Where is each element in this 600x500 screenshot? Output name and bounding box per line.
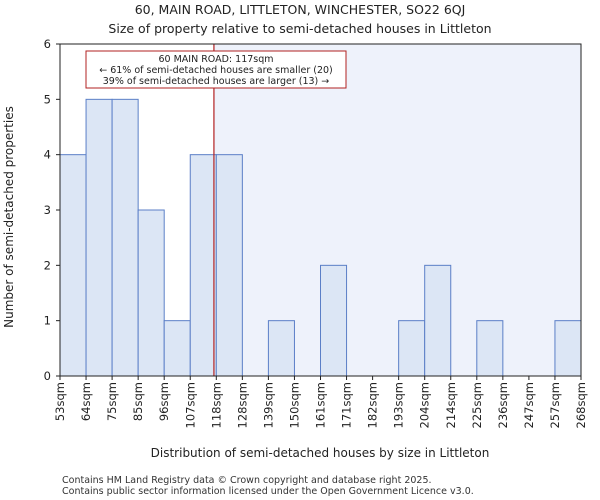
x-tick-label: 225sqm	[470, 382, 484, 428]
x-tick-label: 236sqm	[496, 382, 510, 428]
y-tick-label: 3	[44, 203, 51, 217]
y-axis-label: Number of semi-detached properties	[2, 106, 16, 328]
bar-257sqm	[554, 320, 582, 377]
x-tick-label: 75sqm	[105, 382, 119, 421]
x-tick-label: 107sqm	[183, 382, 197, 428]
bar-75sqm	[111, 98, 139, 377]
bar-225sqm	[476, 320, 504, 377]
x-tick-label: 64sqm	[79, 382, 93, 421]
y-tick-label: 5	[44, 92, 51, 106]
x-tick-label: 128sqm	[235, 382, 249, 428]
x-tick-label: 96sqm	[157, 382, 171, 421]
annotation-box	[85, 50, 347, 89]
annotation-line1: 60 MAIN ROAD: 117sqm	[158, 54, 273, 65]
x-tick-label: 268sqm	[574, 382, 588, 428]
y-tick-label: 1	[44, 314, 51, 328]
y-axis-ticks: 0 1 2 3 4 5 6	[44, 37, 60, 383]
bar-139sqm	[267, 320, 295, 377]
bar-53sqm	[59, 154, 87, 377]
footer-line2: Contains public sector information licen…	[62, 486, 474, 497]
x-tick-label: 257sqm	[548, 382, 562, 428]
x-tick-label: 204sqm	[418, 382, 432, 428]
x-tick-label: 85sqm	[131, 382, 145, 421]
chart-title-line2: Size of property relative to semi-detach…	[108, 21, 491, 36]
bar-85sqm	[137, 209, 165, 377]
y-tick-label: 0	[44, 369, 51, 383]
bar-107sqm	[189, 154, 217, 377]
x-tick-label: 150sqm	[287, 382, 301, 428]
chart-title-line1: 60, MAIN ROAD, LITTLETON, WINCHESTER, SO…	[135, 2, 466, 17]
y-tick-label: 6	[44, 37, 51, 51]
x-tick-label: 193sqm	[392, 382, 406, 428]
bar-96sqm	[163, 320, 191, 377]
x-tick-label: 53sqm	[53, 382, 67, 421]
x-axis-ticks: 53sqm 64sqm 75sqm 85sqm 96sqm 107sqm 118sqm 128…	[53, 376, 588, 428]
x-tick-label: 247sqm	[522, 382, 536, 428]
x-axis-label: Distribution of semi-detached houses by …	[151, 446, 490, 460]
footer-line1: Contains HM Land Registry data © Crown c…	[62, 475, 432, 486]
x-tick-label: 139sqm	[261, 382, 275, 428]
bars-group	[59, 98, 582, 377]
y-tick-label: 4	[44, 148, 51, 162]
annotation-line3: 39% of semi-detached houses are larger (…	[103, 76, 330, 87]
x-tick-label: 118sqm	[209, 382, 223, 428]
y-tick-label: 2	[44, 258, 51, 272]
x-tick-label: 214sqm	[444, 382, 458, 428]
annotation-line2: ← 61% of semi-detached houses are smalle…	[99, 65, 333, 76]
bar-118sqm	[215, 154, 243, 377]
x-tick-label: 182sqm	[366, 382, 380, 428]
bar-204sqm	[424, 264, 452, 377]
x-tick-label: 161sqm	[314, 382, 328, 428]
bar-193sqm	[398, 320, 426, 377]
x-tick-label: 171sqm	[340, 382, 354, 428]
property-annotation: 60 MAIN ROAD: 117sqm ← 61% of semi-detac…	[85, 50, 347, 89]
bar-161sqm	[320, 264, 348, 377]
bar-64sqm	[85, 98, 113, 377]
